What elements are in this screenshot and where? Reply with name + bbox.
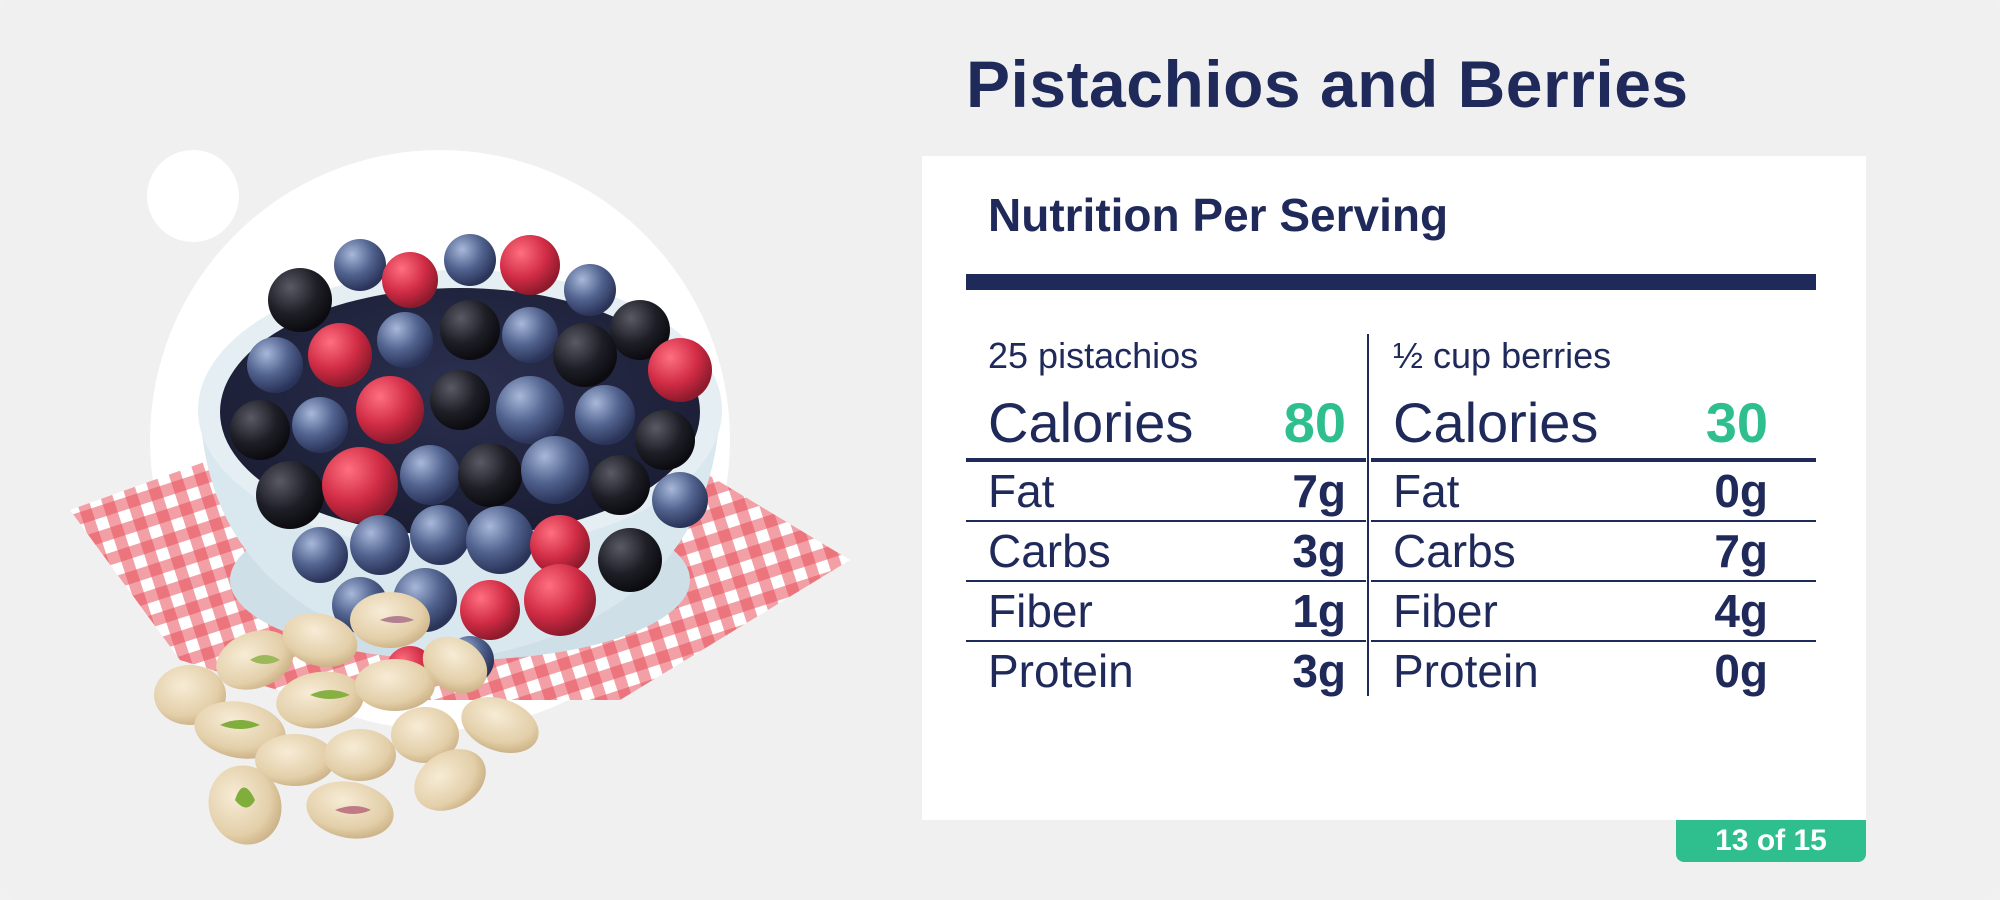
column-divider bbox=[1367, 334, 1369, 696]
nutrient-row-fiber: Fiber 4g bbox=[1371, 582, 1816, 642]
nutrient-value: 7g bbox=[1292, 465, 1346, 517]
nutrient-row-fiber: Fiber 1g bbox=[966, 582, 1366, 642]
slide-counter-badge: 13 of 15 bbox=[1676, 820, 1866, 862]
pistachios-column: 25 pistachios Calories 80 Fat 7g Carbs 3… bbox=[966, 326, 1366, 700]
nutrient-label: Protein bbox=[1393, 645, 1539, 697]
calories-label: Calories bbox=[1393, 390, 1599, 454]
nutrient-row-protein: Protein 3g bbox=[966, 642, 1366, 700]
calories-row: Calories 80 bbox=[966, 386, 1366, 462]
nutrient-value: 1g bbox=[1292, 585, 1346, 637]
nutrient-value: 7g bbox=[1714, 525, 1768, 577]
nutrient-label: Carbs bbox=[988, 525, 1111, 577]
calories-label: Calories bbox=[988, 390, 1194, 454]
nutrient-value: 0g bbox=[1714, 645, 1768, 697]
calories-value: 30 bbox=[1705, 390, 1768, 454]
nutrition-card: Nutrition Per Serving 25 pistachios Calo… bbox=[922, 156, 1866, 820]
nutrient-value: 3g bbox=[1292, 645, 1346, 697]
nutrient-label: Fiber bbox=[1393, 585, 1498, 637]
berries-pistachios-image bbox=[60, 140, 860, 860]
nutrient-row-carbs: Carbs 3g bbox=[966, 522, 1366, 582]
nutrient-row-protein: Protein 0g bbox=[1371, 642, 1816, 700]
nutrient-label: Fiber bbox=[988, 585, 1093, 637]
nutrition-heading: Nutrition Per Serving bbox=[988, 189, 1449, 241]
nutrient-label: Fat bbox=[988, 465, 1055, 517]
nutrient-label: Carbs bbox=[1393, 525, 1516, 577]
heading-divider bbox=[966, 274, 1816, 290]
nutrient-label: Fat bbox=[1393, 465, 1460, 517]
calories-value: 80 bbox=[1283, 390, 1346, 454]
berries-column: ½ cup berries Calories 30 Fat 0g Carbs 7… bbox=[1371, 326, 1816, 700]
nutrient-value: 3g bbox=[1292, 525, 1346, 577]
nutrient-label: Protein bbox=[988, 645, 1134, 697]
nutrient-row-carbs: Carbs 7g bbox=[1371, 522, 1816, 582]
nutrient-row-fat: Fat 7g bbox=[966, 462, 1366, 522]
page-title: Pistachios and Berries bbox=[966, 47, 1689, 121]
serving-size: 25 pistachios bbox=[988, 335, 1199, 376]
calories-row: Calories 30 bbox=[1371, 386, 1816, 462]
nutrient-value: 0g bbox=[1714, 465, 1768, 517]
serving-size: ½ cup berries bbox=[1393, 335, 1612, 376]
nutrient-value: 4g bbox=[1714, 585, 1768, 637]
nutrient-row-fat: Fat 0g bbox=[1371, 462, 1816, 522]
